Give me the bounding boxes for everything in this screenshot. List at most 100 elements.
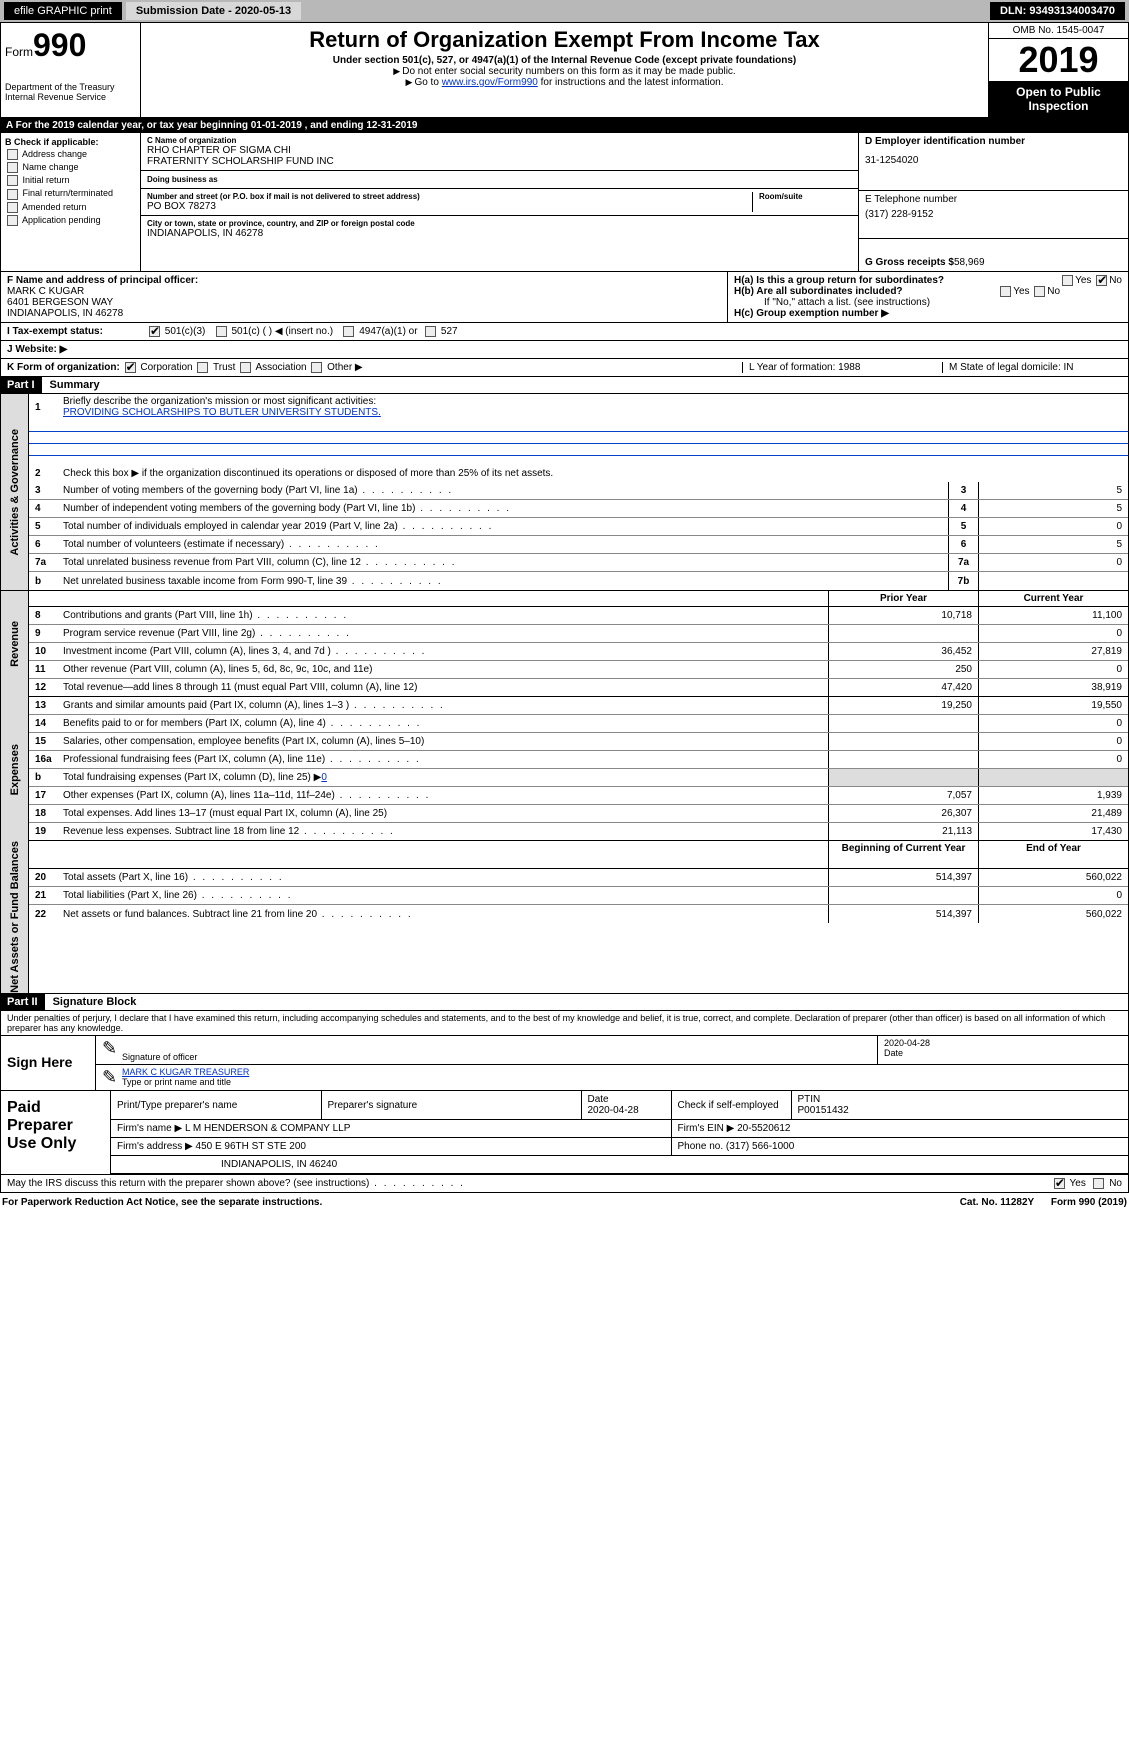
line21-prior bbox=[828, 887, 978, 904]
ha-yes[interactable] bbox=[1062, 275, 1073, 286]
chk-4947[interactable] bbox=[343, 326, 354, 337]
line16b-label: Total fundraising expenses (Part IX, col… bbox=[63, 772, 321, 783]
prep-name-hdr: Print/Type preparer's name bbox=[111, 1091, 321, 1120]
firm-addr1: 450 E 96TH ST STE 200 bbox=[196, 1141, 306, 1152]
year-formation: L Year of formation: 1988 bbox=[742, 362, 942, 373]
line10-label: Investment income (Part VIII, column (A)… bbox=[59, 644, 828, 659]
section-governance: Activities & Governance 1Briefly describ… bbox=[0, 394, 1129, 591]
firm-ein: 20-5520612 bbox=[737, 1123, 790, 1134]
discuss-no[interactable] bbox=[1093, 1178, 1104, 1189]
subtitle-2: Do not enter social security numbers on … bbox=[402, 66, 735, 77]
efile-btn[interactable]: efile GRAPHIC print bbox=[4, 2, 122, 20]
ein-label: D Employer identification number bbox=[865, 136, 1122, 147]
prep-date: 2020-04-28 bbox=[588, 1105, 639, 1116]
addr-label: Number and street (or P.O. box if mail i… bbox=[147, 192, 752, 201]
mission-text: PROVIDING SCHOLARSHIPS TO BUTLER UNIVERS… bbox=[63, 407, 381, 418]
prep-date-hdr: Date bbox=[588, 1094, 609, 1105]
part2-tab: Part II bbox=[1, 994, 45, 1010]
firm-addr2: INDIANAPOLIS, IN 46240 bbox=[111, 1156, 1128, 1174]
chk-501c3[interactable] bbox=[149, 326, 160, 337]
line17-curr: 1,939 bbox=[978, 787, 1128, 804]
vlabel-exp: Expenses bbox=[9, 744, 21, 795]
firm-phone: (317) 566-1000 bbox=[726, 1141, 794, 1152]
part2-header: Part II Signature Block bbox=[0, 994, 1129, 1011]
sign-block: Sign Here ✎ Signature of officer 2020-04… bbox=[0, 1036, 1129, 1091]
hc-label: H(c) Group exemption number ▶ bbox=[734, 308, 889, 319]
line12-curr: 38,919 bbox=[978, 679, 1128, 696]
chk-corp[interactable] bbox=[125, 362, 136, 373]
chk-trust[interactable] bbox=[197, 362, 208, 373]
line18-curr: 21,489 bbox=[978, 805, 1128, 822]
hb-label: H(b) Are all subordinates included? bbox=[734, 286, 903, 297]
hb-note: If "No," attach a list. (see instruction… bbox=[734, 297, 1122, 308]
line8-label: Contributions and grants (Part VIII, lin… bbox=[59, 608, 828, 623]
gross-label: G Gross receipts $ bbox=[865, 257, 954, 268]
sign-arrow-icon: ✎ bbox=[96, 1036, 116, 1064]
line15-prior bbox=[828, 733, 978, 750]
hb-no[interactable] bbox=[1034, 286, 1045, 297]
line20-curr: 560,022 bbox=[978, 869, 1128, 886]
officer-name: MARK C KUGAR bbox=[7, 286, 84, 297]
part1-header: Part I Summary bbox=[0, 377, 1129, 394]
chk-name-change[interactable] bbox=[7, 162, 18, 173]
chk-other[interactable] bbox=[311, 362, 322, 373]
line19-label: Revenue less expenses. Subtract line 18 … bbox=[59, 824, 828, 839]
row-f-h: F Name and address of principal officer:… bbox=[0, 272, 1129, 323]
line21-label: Total liabilities (Part X, line 26) bbox=[59, 888, 828, 903]
form-title: Return of Organization Exempt From Incom… bbox=[145, 27, 984, 53]
chk-address-change[interactable] bbox=[7, 149, 18, 160]
paid-preparer-block: Paid Preparer Use Only Print/Type prepar… bbox=[0, 1091, 1129, 1175]
line13-prior: 19,250 bbox=[828, 697, 978, 714]
form-header: Form990 Department of the Treasury Inter… bbox=[0, 22, 1129, 118]
sig-officer-label: Signature of officer bbox=[122, 1052, 871, 1062]
omb-number: OMB No. 1545-0047 bbox=[989, 23, 1128, 39]
footer-cat: Cat. No. 11282Y bbox=[960, 1197, 1034, 1208]
firm-name-label: Firm's name ▶ bbox=[117, 1123, 182, 1134]
line16a-prior bbox=[828, 751, 978, 768]
line16a-curr: 0 bbox=[978, 751, 1128, 768]
officer-addr1: 6401 BERGESON WAY bbox=[7, 297, 113, 308]
tel-value: (317) 228-9152 bbox=[865, 209, 1122, 220]
row-a-period: A For the 2019 calendar year, or tax yea… bbox=[0, 118, 1129, 133]
chk-final-return[interactable] bbox=[7, 189, 18, 200]
chk-527[interactable] bbox=[425, 326, 436, 337]
row-i: I Tax-exempt status: 501(c)(3) 501(c) ( … bbox=[0, 323, 1129, 341]
line9-curr: 0 bbox=[978, 625, 1128, 642]
part1-title: Summary bbox=[42, 377, 108, 393]
chk-501c[interactable] bbox=[216, 326, 227, 337]
officer-label: F Name and address of principal officer: bbox=[7, 275, 198, 286]
ptin-hdr: PTIN bbox=[798, 1094, 821, 1105]
chk-amended[interactable] bbox=[7, 202, 18, 213]
prior-year-hdr: Prior Year bbox=[828, 591, 978, 606]
hb-yes[interactable] bbox=[1000, 286, 1011, 297]
line9-prior bbox=[828, 625, 978, 642]
line15-label: Salaries, other compensation, employee b… bbox=[59, 734, 828, 749]
line5-label: Total number of individuals employed in … bbox=[59, 519, 948, 534]
room-label: Room/suite bbox=[759, 192, 852, 201]
street-address: PO BOX 78273 bbox=[147, 201, 752, 212]
section-expenses: Expenses 13Grants and similar amounts pa… bbox=[0, 697, 1129, 841]
irs-link[interactable]: www.irs.gov/Form990 bbox=[442, 77, 538, 88]
vlabel-gov: Activities & Governance bbox=[9, 429, 21, 556]
discuss-yes[interactable] bbox=[1054, 1178, 1065, 1189]
org-name-label: C Name of organization bbox=[147, 136, 852, 145]
line6-val: 5 bbox=[978, 536, 1128, 553]
chk-pending[interactable] bbox=[7, 215, 18, 226]
subtitle-1: Under section 501(c), 527, or 4947(a)(1)… bbox=[145, 55, 984, 66]
line22-prior: 514,397 bbox=[828, 905, 978, 923]
line1-label: Briefly describe the organization's miss… bbox=[63, 396, 376, 407]
chk-assoc[interactable] bbox=[240, 362, 251, 373]
tax-year: 2019 bbox=[989, 39, 1128, 81]
website-label: J Website: ▶ bbox=[7, 344, 67, 355]
ein-value: 31-1254020 bbox=[865, 155, 1122, 166]
chk-initial-return[interactable] bbox=[7, 175, 18, 186]
line6-label: Total number of volunteers (estimate if … bbox=[59, 537, 948, 552]
line8-curr: 11,100 bbox=[978, 607, 1128, 624]
ha-no[interactable] bbox=[1096, 275, 1107, 286]
state-domicile: M State of legal domicile: IN bbox=[942, 362, 1122, 373]
sign-date: 2020-04-28 bbox=[884, 1038, 1122, 1048]
line20-prior: 514,397 bbox=[828, 869, 978, 886]
sign-arrow-icon-2: ✎ bbox=[96, 1065, 116, 1090]
self-emp-label: Check if self-employed bbox=[678, 1100, 779, 1111]
line13-label: Grants and similar amounts paid (Part IX… bbox=[59, 698, 828, 713]
